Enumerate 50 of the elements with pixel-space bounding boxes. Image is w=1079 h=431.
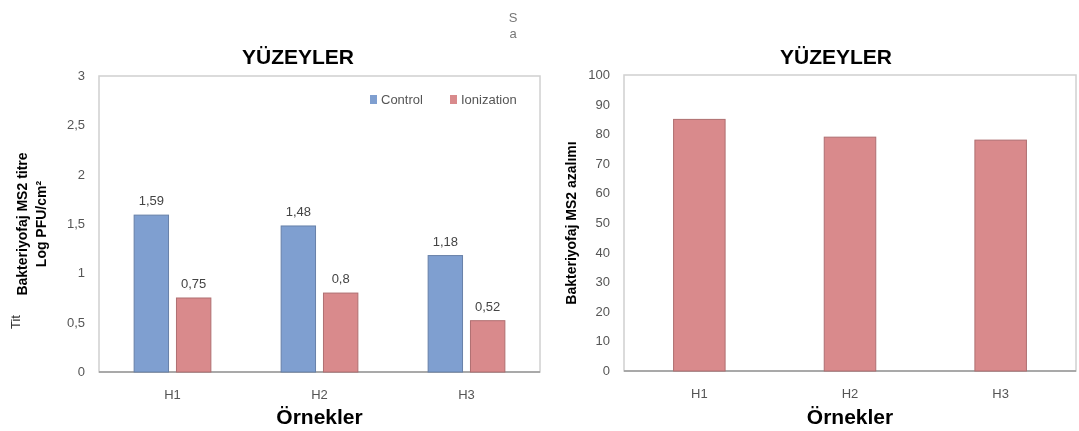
bar xyxy=(133,214,170,373)
data-label: 0,52 xyxy=(475,298,501,314)
bar xyxy=(469,320,506,373)
text: a xyxy=(509,26,518,41)
y-tick-label: 0,5 xyxy=(66,314,85,330)
y-tick-label: 80 xyxy=(595,126,610,142)
legend-label: Control xyxy=(381,92,424,107)
x-axis-title: Örnekler xyxy=(806,405,894,428)
x-axis-title: Örnekler xyxy=(276,405,363,428)
y-tick-label: 90 xyxy=(595,96,610,112)
data-label: 1,48 xyxy=(285,203,311,219)
bar xyxy=(673,118,726,372)
y-tick-label: 10 xyxy=(595,333,610,349)
text: S xyxy=(508,10,518,25)
chart-title: YÜZEYLER xyxy=(779,45,893,68)
x-tick-label: H1 xyxy=(164,387,181,402)
data-label: 1,59 xyxy=(138,193,164,209)
chart-title: YÜZEYLER xyxy=(241,45,355,68)
bar xyxy=(427,255,464,373)
text: Tit xyxy=(8,314,23,329)
y-tick-label: 3 xyxy=(77,68,85,83)
y-tick-label: 50 xyxy=(595,215,610,230)
y-tick-label: 30 xyxy=(595,274,610,290)
y-tick-label: 70 xyxy=(595,155,610,171)
x-tick-label: H2 xyxy=(841,386,859,401)
bar xyxy=(823,136,877,372)
data-label: 0,75 xyxy=(181,276,207,291)
y-tick-label: 40 xyxy=(595,244,610,260)
y-tick-label: 60 xyxy=(595,185,610,201)
x-tick-label: H1 xyxy=(691,386,708,401)
data-label: 0,8 xyxy=(331,271,350,287)
data-label: 1,18 xyxy=(432,233,458,249)
x-tick-label: H3 xyxy=(992,386,1009,401)
x-tick-label: H2 xyxy=(311,387,328,402)
y-axis-title: Bakteriyofaj MS2 azalımı xyxy=(563,141,579,305)
bar xyxy=(280,225,317,373)
y-tick-label: 2 xyxy=(77,166,85,182)
legend-label: Ionization xyxy=(461,92,517,107)
y-tick-label: 1,5 xyxy=(66,216,85,231)
x-tick-label: H3 xyxy=(458,387,475,402)
y-tick-label: 2,5 xyxy=(66,117,85,133)
bar xyxy=(974,139,1027,372)
y-tick-label: 0 xyxy=(602,363,610,378)
bar xyxy=(322,292,359,373)
y-tick-label: 0 xyxy=(77,364,85,379)
y-tick-label: 100 xyxy=(588,67,610,82)
y-axis-title: Bakteriyofaj MS2 titre Log PFU/cm² xyxy=(14,152,49,296)
y-tick-label: 20 xyxy=(595,303,610,319)
y-tick-label: 1 xyxy=(77,265,85,281)
bar xyxy=(175,297,212,373)
